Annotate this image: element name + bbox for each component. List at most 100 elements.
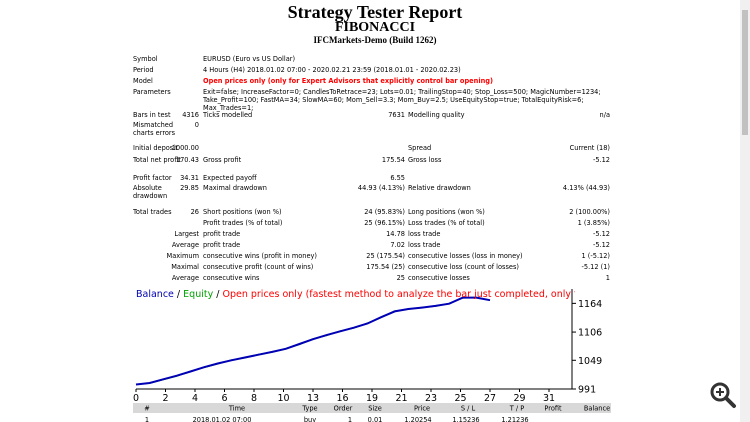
stat-label: Profit factor [133,174,172,182]
stat-label: loss trade [408,241,441,249]
x-tick-label: 25 [454,393,466,404]
stat-value: 14.78 [386,230,405,238]
stat-value: 34.31 [180,174,199,182]
table-header-cell: Order [334,405,353,413]
x-tick-label: 2 [162,393,168,404]
stat-value: 6.55 [390,174,405,182]
stat-label: consecutive wins (profit in money) [203,252,318,260]
stat-value: 175.54 [381,156,405,164]
table-cell: 1 [145,416,149,422]
legend-entry: Equity [183,289,213,300]
scrollbar-thumb[interactable] [742,10,748,135]
stat-label: Gross loss [408,156,442,164]
table-header-cell: Time [228,405,245,413]
stat-value: Maximal [171,263,199,271]
info-label: Period [133,66,154,74]
x-tick-label: 8 [251,393,257,404]
expert-name: FIBONACCI [334,20,416,35]
stat-label: consecutive loss (count of losses) [408,263,519,271]
x-tick-label: 29 [513,393,525,404]
stat-value: Maximum [166,252,200,260]
y-tick-label: 991 [578,385,596,396]
info-value: Exit=false; IncreaseFactor=0; CandlesToR… [203,88,601,112]
x-tick-label: 31 [543,393,555,404]
stat-value: 1000.00 [171,144,199,152]
info-value: 4 Hours (H4) 2018.01.02 07:00 - 2020.02.… [203,66,461,74]
stat-label: Maximal drawdown [203,184,267,192]
x-tick-label: 27 [484,393,496,404]
chart-background [133,286,611,400]
zoom-button[interactable] [710,382,736,408]
x-tick-label: 23 [425,393,437,404]
stat-value: 25 (96.15%) [364,219,405,227]
series-line [135,296,491,386]
stat-label: Modelling quality [408,111,465,119]
legend-separator: / [177,289,181,300]
stat-value: 4.13% (44.93) [562,184,610,192]
stat-label: Total net profit [133,156,181,164]
stat-value: n/a [599,111,610,119]
stat-label: Spread [408,144,432,152]
stat-value: 0 [194,121,199,129]
stat-label: profit trade [203,241,241,249]
stat-label: Loss trades (% of total) [408,219,485,227]
stat-label: consecutive losses [408,274,470,282]
legend-entry: Balance [136,289,174,300]
scrollbar-track[interactable] [740,0,750,422]
table-header-cell: Price [414,405,430,413]
stat-value: 25 (175.54) [366,252,405,260]
stat-value: 29.85 [180,184,199,192]
chart-note: Open prices only (fastest method to anal… [222,289,720,300]
y-tick-label: 1106 [578,328,602,339]
stat-value: 175.54 (25) [366,263,405,271]
stat-value: 2 (100.00%) [569,208,610,216]
table-header-cell: # [144,405,150,413]
stat-value: 1 (3.85%) [577,219,610,227]
stat-label: Gross profit [203,156,242,164]
x-tick-label: 21 [395,393,407,404]
stat-label: Absolute drawdown [133,184,168,200]
x-tick-label: 6 [221,393,227,404]
report-title: Strategy Tester Report [287,2,463,22]
info-label: Parameters [133,88,171,96]
stat-value: 24 (95.83%) [364,208,405,216]
stat-value: -5.12 [592,241,610,249]
stat-label: Long positions (won %) [408,208,485,216]
stat-value: 170.43 [175,156,199,164]
table-header-cell: Type [301,405,317,413]
table-cell: 1 [348,416,352,422]
stat-label: profit trade [203,230,241,238]
stat-value: -5.12 [592,156,610,164]
stat-value: 7631 [388,111,405,119]
build-info: IFCMarkets-Demo (Build 1262) [313,35,437,45]
table-cell: 0.01 [368,416,383,422]
stat-value: 25 [396,274,405,282]
y-tick-label: 1164 [578,299,602,310]
stat-label: Mismatched charts errors [133,121,176,137]
y-tick-label: 1049 [578,356,602,367]
stat-value: 7.02 [390,241,405,249]
stat-value: Average [171,241,199,249]
x-tick-label: 19 [366,393,378,404]
table-cell: 1.21236 [501,416,528,422]
stat-value: Current (18) [569,144,610,152]
stat-label: Expected payoff [203,174,257,182]
table-header-bg [133,403,611,413]
stat-value: 1 [605,274,610,282]
info-value: EURUSD (Euro vs US Dollar) [203,55,296,63]
stat-label: consecutive losses (loss in money) [408,252,523,260]
x-tick-label: 0 [133,393,139,404]
info-value: Open prices only (only for Expert Adviso… [203,77,494,85]
info-label: Model [133,77,153,85]
table-cell: 1.15236 [452,416,479,422]
stat-value: 26 [190,208,199,216]
table-header-cell: S / L [461,405,476,413]
stat-value: 1 (-5.12) [581,252,611,260]
stat-label: Bars in test [133,111,171,119]
stat-value: 4316 [182,111,199,119]
stat-label: consecutive wins [203,274,260,282]
table-header-cell: Size [368,405,382,413]
stat-label: Initial deposit [133,144,178,152]
legend: Balance / Equity / Open prices only (fas… [136,289,720,300]
